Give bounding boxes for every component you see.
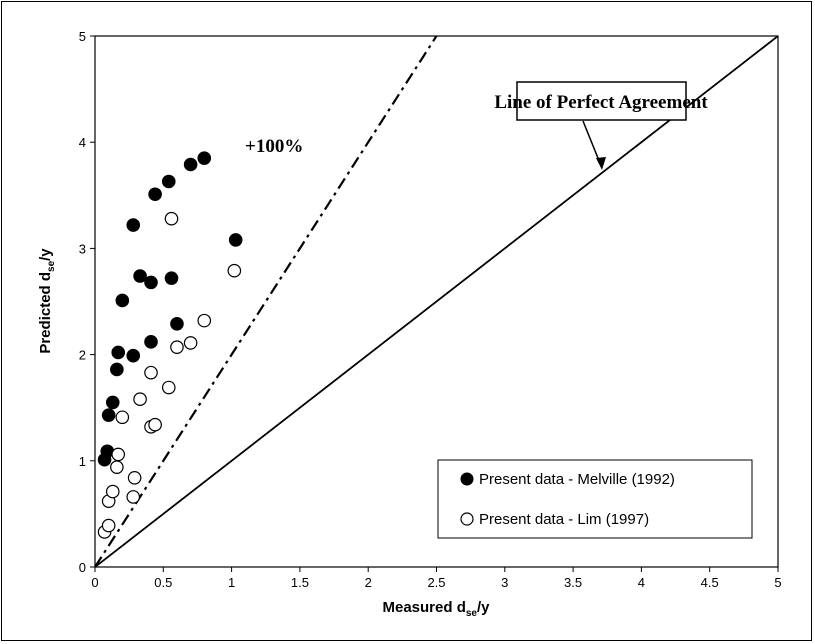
x-axis-title: Measured dse/y (383, 599, 491, 619)
legend-label-melville: Present data - Melville (1992) (479, 471, 675, 488)
plus-100-label: +100% (245, 136, 303, 157)
y-axis-title: Predicted dse/y (37, 248, 57, 354)
point-melville (105, 395, 120, 410)
x-axis-title-main: Measured d (383, 599, 466, 616)
data-points (97, 151, 243, 539)
y-tick-label: 1 (79, 454, 86, 469)
point-lim (227, 263, 242, 278)
x-tick-label: 4 (638, 575, 645, 590)
point-melville (144, 275, 158, 290)
x-tick-label: 2.5 (427, 575, 445, 590)
y-tick-label: 2 (79, 348, 86, 363)
point-melville (126, 348, 141, 363)
legend-box (437, 459, 753, 539)
y-axis-title-tail: /y (37, 248, 54, 261)
x-tick-label: 1.5 (291, 575, 309, 590)
y-axis-title-main: Predicted d (37, 272, 54, 354)
y-tick-label: 3 (79, 241, 86, 256)
point-lim (148, 417, 162, 432)
point-lim (197, 313, 212, 328)
point-melville (183, 157, 198, 172)
x-axis-ticks: 0 0.5 1 1.5 2 2.5 3 3.5 4 4.5 5 (91, 567, 782, 590)
legend-label-lim: Present data - Lim (1997) (479, 511, 649, 528)
x-axis-title-tail: /y (477, 599, 490, 616)
perfect-agreement-label: Line of Perfect Agreement (494, 92, 708, 113)
point-melville (133, 269, 147, 283)
point-lim (101, 518, 116, 533)
x-tick-label: 5 (774, 575, 781, 590)
x-axis-title-sub: se (466, 608, 478, 619)
y-tick-label: 0 (79, 560, 86, 575)
point-melville (110, 362, 124, 377)
x-tick-label: 1 (228, 575, 235, 590)
point-melville (228, 233, 243, 247)
point-lim (164, 211, 179, 226)
point-lim (115, 410, 130, 425)
legend-marker-lim (460, 512, 474, 526)
point-lim (110, 460, 124, 474)
point-melville (161, 174, 176, 189)
point-lim (111, 447, 126, 462)
point-lim (127, 470, 142, 485)
point-lim (183, 336, 198, 350)
point-lim (126, 490, 141, 504)
point-melville (144, 335, 158, 349)
x-tick-label: 4.5 (701, 575, 719, 590)
point-melville (197, 151, 212, 165)
perfect-agreement-box (516, 81, 687, 121)
point-melville (164, 271, 179, 285)
y-tick-label: 5 (79, 29, 86, 44)
y-axis-title-sub: se (46, 260, 57, 272)
x-tick-label: 0.5 (154, 575, 172, 590)
y-axis-ticks: 0 1 2 3 4 5 (79, 29, 95, 575)
point-melville (126, 218, 141, 232)
point-melville (111, 345, 126, 360)
point-lim (133, 392, 147, 407)
x-tick-label: 0 (91, 575, 98, 590)
point-melville (148, 187, 162, 202)
reference-lines (95, 36, 778, 567)
perfect-agreement-arrowhead (596, 157, 606, 170)
point-melville (115, 293, 130, 308)
legend-marker-melville (460, 472, 474, 486)
point-lim (170, 340, 184, 354)
x-tick-label: 3 (501, 575, 508, 590)
y-tick-label: 4 (79, 135, 86, 150)
x-tick-label: 3.5 (564, 575, 582, 590)
point-lim (161, 380, 176, 395)
point-lim (105, 484, 120, 499)
point-lim (144, 365, 158, 380)
x-tick-label: 2 (365, 575, 372, 590)
perfect-agreement-line (95, 36, 778, 567)
point-melville (170, 317, 184, 331)
point-melville (101, 408, 116, 422)
